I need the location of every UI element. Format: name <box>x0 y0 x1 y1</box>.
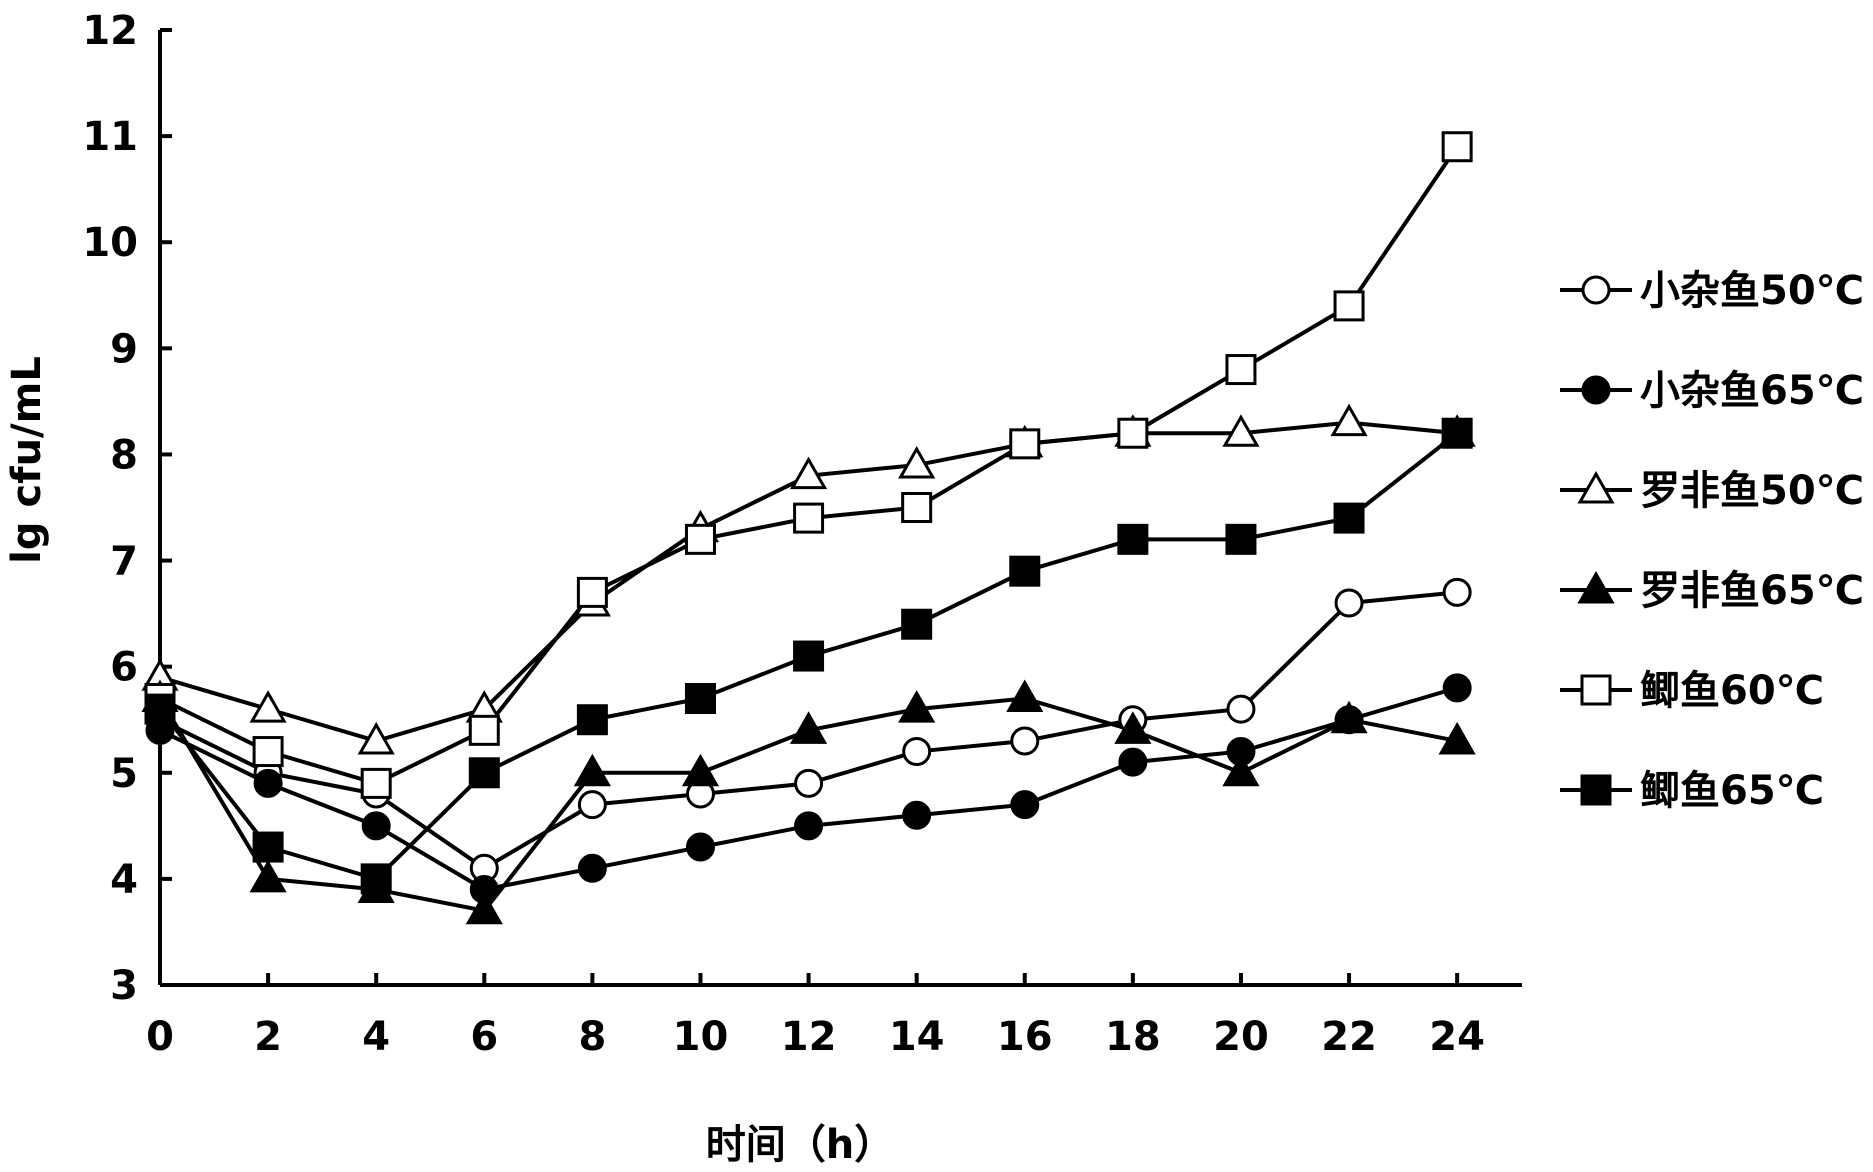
data-point <box>1444 579 1470 605</box>
legend-marker <box>1582 676 1610 704</box>
legend-marker <box>1583 377 1609 403</box>
data-point <box>363 813 389 839</box>
data-point <box>362 865 390 893</box>
data-point <box>1009 683 1041 711</box>
data-point <box>1011 557 1039 585</box>
data-point <box>1012 792 1038 818</box>
legend-label: 罗非鱼65℃ <box>1640 568 1864 614</box>
data-point <box>903 494 931 522</box>
legend-label: 鲫鱼65℃ <box>1640 768 1824 814</box>
data-point <box>904 739 930 765</box>
x-tick-label: 16 <box>997 1014 1053 1060</box>
x-tick-label: 0 <box>146 1014 174 1060</box>
x-axis-label: 时间（h） <box>706 1122 894 1168</box>
data-point <box>1011 430 1039 458</box>
data-point <box>579 792 605 818</box>
legend: 小杂鱼50℃ 小杂鱼65℃ 罗非鱼50℃ 罗非鱼65℃ 鲫鱼60℃ 鲫鱼65℃ <box>1560 268 1864 814</box>
x-tick-label: 22 <box>1321 1014 1377 1060</box>
x-tick-label: 2 <box>254 1014 282 1060</box>
data-point <box>579 855 605 881</box>
y-tick-label: 10 <box>82 220 138 266</box>
data-point <box>1336 590 1362 616</box>
x-tick-label: 4 <box>362 1014 390 1060</box>
data-point <box>1012 728 1038 754</box>
x-tick-label: 10 <box>673 1014 729 1060</box>
legend-item: 小杂鱼65℃ <box>1560 368 1864 414</box>
data-point <box>1119 525 1147 553</box>
data-point <box>904 802 930 828</box>
data-point <box>146 695 174 723</box>
data-point <box>254 833 282 861</box>
legend-label: 小杂鱼50℃ <box>1640 268 1864 314</box>
data-point <box>1443 419 1471 447</box>
data-point <box>1225 757 1257 785</box>
data-point <box>686 525 714 553</box>
axes <box>160 30 1522 985</box>
data-point <box>795 504 823 532</box>
y-tick-label: 9 <box>110 326 138 372</box>
legend-item: 罗非鱼50℃ <box>1560 468 1864 514</box>
data-point <box>255 770 281 796</box>
data-point <box>254 738 282 766</box>
data-point <box>1119 419 1147 447</box>
y-tick-label: 8 <box>110 432 138 478</box>
y-tick-label: 4 <box>110 857 138 903</box>
data-point <box>1227 525 1255 553</box>
data-point <box>903 610 931 638</box>
legend-label: 鲫鱼60℃ <box>1640 668 1824 714</box>
y-tick-label: 5 <box>110 751 138 797</box>
data-point <box>1333 407 1365 435</box>
y-axis-label: lg cfu/mL <box>4 356 50 564</box>
data-point <box>795 642 823 670</box>
data-point <box>1444 675 1470 701</box>
legend-item: 小杂鱼50℃ <box>1560 268 1864 314</box>
y-tick-label: 11 <box>82 114 138 160</box>
data-point <box>686 685 714 713</box>
y-tick-label: 12 <box>82 8 138 54</box>
data-point <box>687 834 713 860</box>
data-point <box>470 716 498 744</box>
y-tick-label: 3 <box>110 963 138 1009</box>
data-point <box>1335 292 1363 320</box>
data-point <box>578 578 606 606</box>
x-tick-label: 14 <box>889 1014 945 1060</box>
legend-item: 鲫鱼65℃ <box>1560 768 1824 814</box>
y-tick-label: 7 <box>110 539 138 585</box>
x-tick-label: 18 <box>1105 1014 1161 1060</box>
data-point <box>578 706 606 734</box>
data-point <box>1228 696 1254 722</box>
data-point <box>796 770 822 796</box>
x-tick-label: 20 <box>1213 1014 1269 1060</box>
legend-marker <box>1583 277 1609 303</box>
legend-item: 罗非鱼65℃ <box>1560 568 1864 614</box>
x-tick-label: 24 <box>1429 1014 1485 1060</box>
data-point <box>1335 504 1363 532</box>
x-tick-label: 6 <box>470 1014 498 1060</box>
data-point <box>796 813 822 839</box>
legend-marker <box>1582 776 1610 804</box>
data-point <box>1227 356 1255 384</box>
data-point <box>1443 133 1471 161</box>
x-tick-label: 8 <box>578 1014 606 1060</box>
data-point <box>362 769 390 797</box>
legend-item: 鲫鱼60℃ <box>1560 668 1824 714</box>
legend-label: 小杂鱼65℃ <box>1640 368 1864 414</box>
legend-label: 罗非鱼50℃ <box>1640 468 1864 514</box>
data-point <box>1120 749 1146 775</box>
y-tick-label: 6 <box>110 645 138 691</box>
x-tick-label: 12 <box>781 1014 837 1060</box>
data-point <box>252 863 284 891</box>
data-point <box>470 759 498 787</box>
series-points <box>144 133 1473 923</box>
